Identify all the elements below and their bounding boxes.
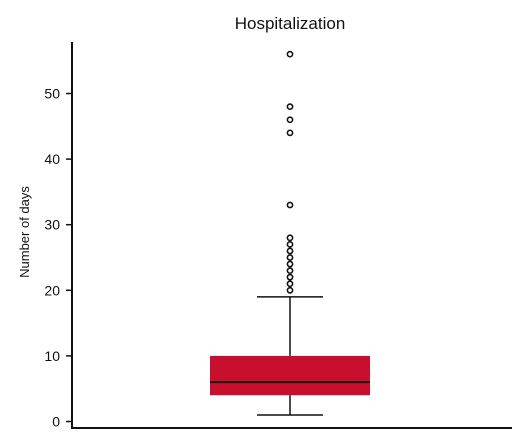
outlier-point <box>286 116 294 124</box>
outlier-point <box>286 129 294 137</box>
outlier-point <box>286 280 294 288</box>
chart-title: Hospitalization <box>235 14 346 33</box>
y-tick-label: 50 <box>44 86 60 102</box>
outlier-point <box>286 247 294 255</box>
outlier-point <box>286 286 294 294</box>
outlier-point <box>286 273 294 281</box>
y-tick-label: 0 <box>52 414 60 430</box>
axes: 0 10 20 30 40 50 <box>44 42 512 430</box>
outlier-point <box>286 103 294 111</box>
y-tick-label: 20 <box>44 282 60 298</box>
iqr-box <box>210 355 370 396</box>
outlier-point <box>286 267 294 275</box>
outlier-point <box>286 240 294 248</box>
outlier-point <box>286 260 294 268</box>
outlier-point <box>286 50 294 58</box>
plot-area <box>210 50 370 416</box>
outlier-point <box>286 254 294 261</box>
y-tick-label: 30 <box>44 217 60 233</box>
outlier-point <box>286 201 294 209</box>
y-tick-label: 40 <box>44 151 60 167</box>
outlier-point <box>286 234 294 242</box>
y-axis-label: Number of days <box>17 186 32 278</box>
y-tick-label: 10 <box>44 348 60 364</box>
